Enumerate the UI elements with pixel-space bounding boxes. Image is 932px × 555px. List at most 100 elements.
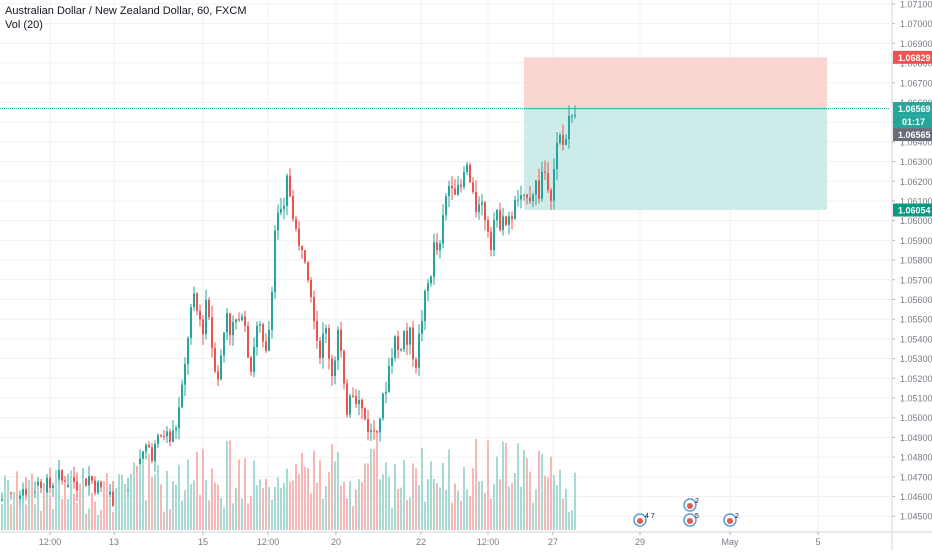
- volume-bar: [247, 503, 249, 530]
- volume-bar: [199, 494, 201, 530]
- volume-bar: [385, 462, 387, 530]
- volume-bar: [535, 489, 537, 530]
- volume-bar: [175, 484, 177, 530]
- volume-bar: [73, 493, 75, 530]
- candle-body: [361, 399, 363, 409]
- volume-bar: [28, 480, 30, 530]
- volume-bar: [337, 452, 339, 530]
- volume-bar: [118, 474, 120, 530]
- candle-body: [481, 202, 483, 205]
- stop-loss-price-label: 1.06829: [898, 53, 931, 63]
- candle-body: [355, 395, 357, 405]
- volume-bar: [235, 487, 237, 530]
- volume-bar: [373, 448, 375, 530]
- candle-body: [304, 250, 306, 262]
- candle-body: [394, 336, 396, 358]
- volume-bar: [145, 500, 147, 530]
- volume-bar: [256, 485, 258, 530]
- volume-bar: [460, 500, 462, 530]
- candle-body: [208, 299, 210, 318]
- stop-loss-zone[interactable]: [524, 57, 827, 109]
- volume-bar: [136, 471, 138, 530]
- candle-body: [337, 329, 339, 361]
- price-tick-label: 1.05400: [900, 334, 932, 344]
- volume-bar: [22, 502, 24, 530]
- candle-body: [469, 164, 471, 183]
- volume-bar: [229, 440, 231, 530]
- symbol-title[interactable]: Australian Dollar / New Zealand Dollar, …: [5, 5, 247, 17]
- volume-bar: [331, 444, 333, 530]
- candle-body: [97, 481, 99, 493]
- candle-body: [76, 481, 78, 491]
- candle-body: [460, 185, 462, 187]
- volume-bar: [232, 503, 234, 530]
- candle-body: [421, 321, 423, 334]
- candle-body: [172, 430, 174, 442]
- volume-bar: [556, 484, 558, 530]
- volume-bar: [529, 471, 531, 530]
- volume-bar: [454, 483, 456, 530]
- price-tick-label: 1.05300: [900, 354, 932, 364]
- volume-bar: [289, 481, 291, 530]
- candle-body: [508, 216, 510, 226]
- candle-body: [385, 391, 387, 394]
- price-tick-label: 1.05700: [900, 275, 932, 285]
- volume-bar: [310, 493, 312, 530]
- volume-bar: [154, 474, 156, 530]
- volume-bar: [502, 441, 504, 530]
- price-tick-label: 1.05900: [900, 236, 932, 246]
- candle-body: [538, 180, 540, 199]
- candle-body: [241, 316, 243, 321]
- candle-body: [535, 180, 537, 195]
- candle-body: [217, 371, 219, 380]
- candle-body: [112, 491, 114, 506]
- volume-bar: [61, 498, 63, 530]
- volume-bar: [70, 470, 72, 530]
- candle-body: [370, 430, 372, 433]
- price-tick-label: 1.04600: [900, 492, 932, 502]
- candle-body: [559, 135, 561, 144]
- candle-body: [571, 115, 573, 117]
- volume-bar: [34, 504, 36, 530]
- volume-bar: [49, 495, 51, 530]
- volume-bar: [352, 506, 354, 530]
- candle-body: [526, 194, 528, 198]
- candle-body: [322, 333, 324, 359]
- candle-body: [91, 476, 93, 481]
- volume-bar: [505, 443, 507, 530]
- volume-bar: [163, 511, 165, 530]
- volume-bar: [157, 464, 159, 530]
- volume-bar: [100, 510, 102, 530]
- volume-bar: [151, 477, 153, 530]
- price-tick-label: 1.04800: [900, 453, 932, 463]
- candle-body: [505, 216, 507, 226]
- volume-bar: [82, 477, 84, 530]
- volume-bar: [427, 479, 429, 530]
- volume-bar: [421, 447, 423, 530]
- candle-body: [88, 476, 90, 486]
- candle-body: [244, 316, 246, 326]
- candle-body: [445, 196, 447, 216]
- price-tick-label: 1.06900: [900, 39, 932, 49]
- time-tick-label: 13: [109, 537, 119, 547]
- volume-bar: [559, 470, 561, 530]
- price-tick-label: 1.05600: [900, 295, 932, 305]
- time-tick-label: 20: [331, 537, 341, 547]
- candle-body: [334, 360, 336, 377]
- volume-indicator-label[interactable]: Vol (20): [5, 19, 43, 31]
- volume-bar: [295, 463, 297, 530]
- candle-body: [22, 489, 24, 496]
- candle-body: [352, 395, 354, 397]
- volume-bar: [55, 471, 57, 530]
- candle-body: [178, 407, 180, 428]
- event-count-label: 2: [735, 513, 739, 520]
- candle-body: [163, 436, 165, 438]
- take-profit-zone[interactable]: [524, 108, 827, 211]
- candle-body: [175, 427, 177, 431]
- time-tick-label: May: [721, 537, 739, 547]
- candle-body: [367, 419, 369, 433]
- candle-body: [433, 242, 435, 277]
- volume-bar: [469, 495, 471, 530]
